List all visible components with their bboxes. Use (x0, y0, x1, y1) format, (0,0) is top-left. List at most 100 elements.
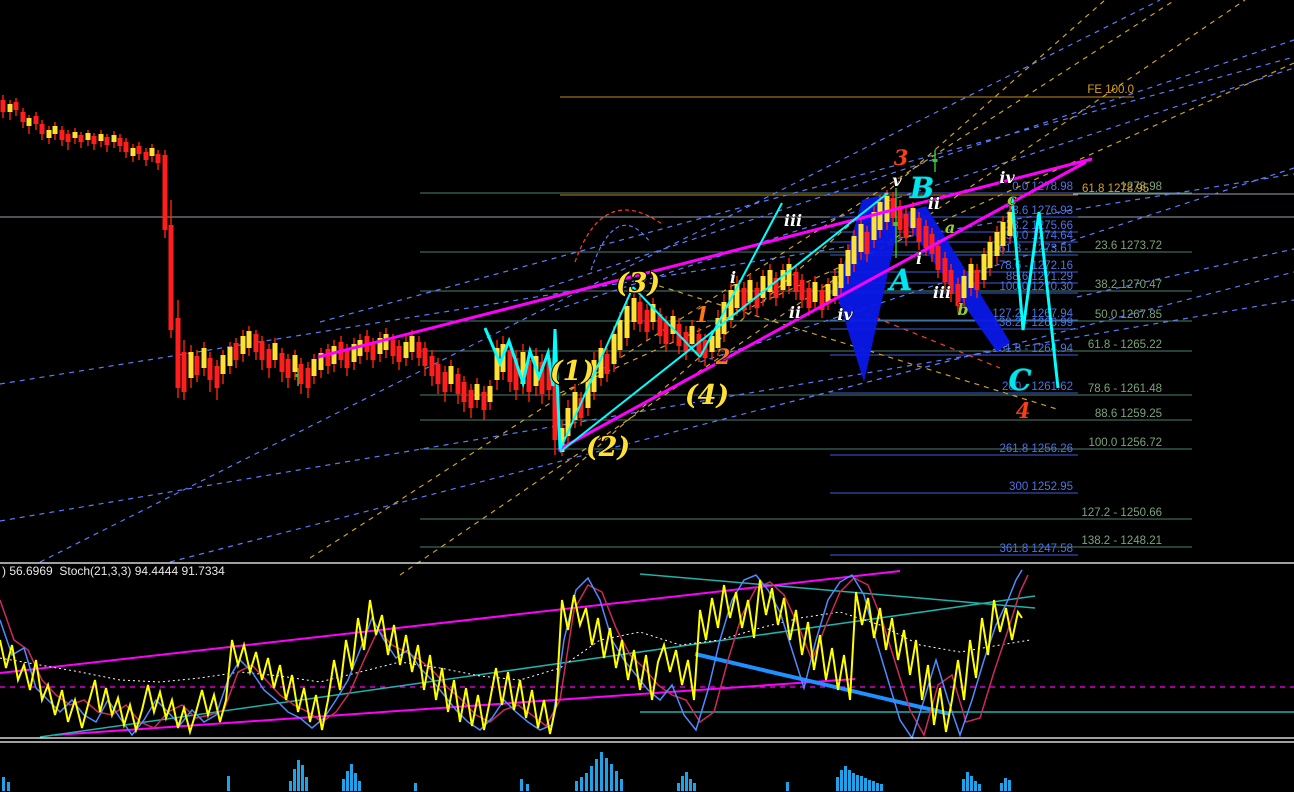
volume-bar (689, 779, 692, 791)
volume-bar (293, 769, 296, 791)
dashed-channel-blue (1076, 248, 1294, 298)
volume-bar (786, 782, 789, 791)
candle-body (631, 298, 637, 322)
candle-body (396, 346, 402, 362)
candle-body (670, 316, 676, 334)
candle-body (279, 353, 285, 372)
wave-label: 2 (715, 344, 731, 369)
volume-bar (1004, 778, 1007, 791)
indicator-values-label: ) 56.6969 Stoch(21,3,3) 94.4444 91.7334 (2, 564, 225, 578)
candle-body (961, 276, 967, 298)
trendline (559, 192, 889, 453)
candle-body (897, 206, 903, 230)
volume-bar (685, 772, 688, 791)
candle-body (565, 408, 571, 436)
volume-bar (836, 777, 839, 791)
candle-body (78, 135, 84, 142)
candle-body (207, 358, 213, 380)
candle-body (325, 349, 331, 366)
wave-label: B (909, 171, 935, 205)
candle-body (123, 142, 129, 152)
volume-bar (966, 772, 969, 791)
trendline (0, 570, 901, 674)
candle-body (526, 360, 532, 392)
candle-body (181, 352, 187, 392)
candle-body (59, 130, 65, 140)
candle-body (644, 310, 650, 332)
candle-body (539, 362, 545, 394)
candle-body (468, 390, 474, 408)
wave-label: a (945, 218, 955, 237)
fib-green-label: 38.2 1270.47 (1095, 279, 1162, 291)
candle-body (295, 374, 301, 377)
candle-body (130, 148, 136, 156)
candle-body (858, 224, 864, 252)
fib-green-label: 50.0 1267.85 (1095, 309, 1162, 321)
candle-body (259, 341, 265, 360)
candle-body (715, 318, 721, 348)
volume-bar (852, 773, 855, 791)
candle-body (773, 278, 779, 298)
volume-bar (600, 752, 603, 791)
trendline (557, 160, 1087, 452)
candle-body (923, 226, 929, 248)
candle-body (305, 368, 311, 388)
candle-body (617, 320, 623, 350)
candle-body (825, 284, 831, 302)
wave-label: ii (928, 194, 940, 213)
candle-body (175, 318, 181, 388)
candle-body (85, 133, 91, 140)
fib-blue-label: 23.6 1276.93 (1006, 205, 1073, 217)
candle-body (689, 326, 695, 344)
volume-bar (876, 783, 879, 791)
candle-body (916, 218, 922, 242)
candle-body (780, 270, 786, 290)
candle-body (728, 290, 734, 320)
candle-body (409, 336, 415, 352)
fib-blue-label: 50.0 1274.64 (1006, 230, 1074, 242)
wave-label: (1) (550, 356, 594, 387)
candle-body (546, 358, 552, 390)
candle-body (747, 280, 753, 302)
dashed-arc (590, 224, 651, 271)
candle-body (935, 246, 941, 270)
stoch-main-blue (0, 569, 1023, 740)
volume-bar (864, 778, 867, 791)
fib-green-label: 78.6 - 1261.48 (1088, 383, 1162, 395)
candle-body (968, 264, 974, 288)
candle-body (311, 359, 317, 376)
volume-bar (848, 770, 851, 791)
fib-green-label: 88.6 1259.25 (1095, 408, 1162, 420)
candle-body (624, 306, 630, 338)
candle-body (832, 276, 838, 296)
volume-bar (880, 784, 883, 791)
candle-body (559, 428, 565, 452)
volume-bar (1008, 780, 1011, 791)
fib-blue-label: 261.8 1256.26 (999, 443, 1073, 455)
fib-blue-label: 361.8 1247.58 (999, 543, 1073, 555)
wave-label: C (1008, 363, 1031, 397)
dashed-channel-blue (699, 167, 1294, 363)
candle-body (974, 270, 980, 290)
candle-body (272, 343, 278, 360)
candle-body (987, 242, 993, 268)
candle-body (942, 258, 948, 282)
wave-label: i (916, 249, 922, 268)
candle-body (429, 356, 435, 376)
candle-body (298, 364, 304, 384)
wave-label: 3 (894, 145, 909, 170)
candle-body (1007, 212, 1013, 236)
volume-bar (962, 779, 965, 791)
candle-body (390, 340, 396, 356)
volume-bar (974, 781, 977, 791)
candle-body (351, 344, 357, 362)
candle-body (227, 347, 233, 366)
candle-body (696, 334, 702, 354)
candle-body (741, 288, 747, 310)
candle-body (33, 116, 39, 124)
candle-body (448, 366, 454, 384)
candle-body (578, 398, 584, 418)
